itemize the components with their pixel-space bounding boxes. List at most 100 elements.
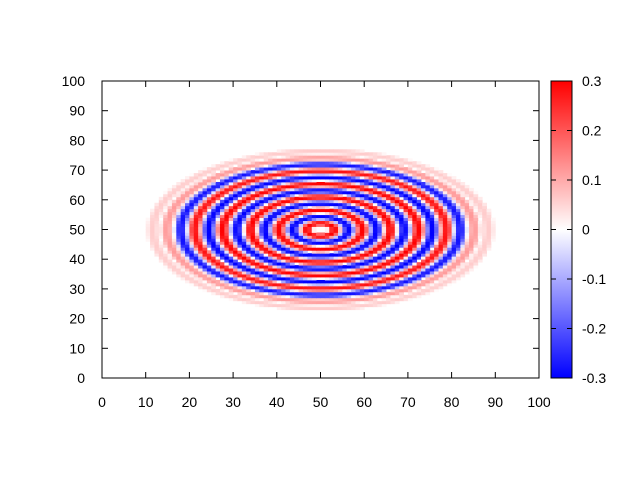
heatmap-cell: [215, 164, 221, 168]
heatmap-cell: [289, 294, 295, 299]
heatmap-cell: [311, 297, 317, 302]
heatmap-cell: [268, 199, 273, 204]
heatmap-cell: [272, 179, 278, 183]
heatmap-cell: [342, 214, 348, 219]
heatmap-cell: [316, 288, 321, 293]
heatmap-cell: [394, 241, 400, 245]
heatmap-cell: [307, 241, 313, 245]
heatmap-cell: [219, 282, 225, 287]
heatmap-cell: [416, 202, 422, 207]
heatmap-cell: [442, 196, 448, 201]
heatmap-cell: [464, 244, 470, 248]
heatmap-cell: [316, 176, 321, 180]
heatmap-cell: [412, 173, 418, 177]
heatmap-cell: [359, 259, 365, 263]
heatmap-cell: [372, 214, 378, 219]
heatmap-cell: [233, 250, 238, 254]
heatmap-cell: [272, 232, 278, 236]
heatmap-cell: [342, 306, 348, 311]
heatmap-cell: [455, 184, 461, 189]
heatmap-cell: [268, 256, 273, 260]
heatmap-cell: [307, 244, 313, 248]
heatmap-cell: [333, 238, 339, 242]
heatmap-cell: [189, 262, 195, 266]
heatmap-cell: [158, 229, 164, 233]
heatmap-cell: [285, 250, 291, 254]
heatmap-cell: [163, 211, 168, 216]
heatmap-cell: [233, 214, 238, 219]
heatmap-cell: [307, 271, 313, 275]
heatmap-cell: [329, 268, 335, 272]
heatmap-cell: [250, 247, 256, 251]
heatmap-cell: [451, 176, 457, 180]
heatmap-cell: [421, 196, 426, 201]
heatmap-cell: [268, 164, 273, 168]
heatmap-cell: [490, 232, 496, 236]
heatmap-cell: [158, 259, 164, 263]
heatmap-cell: [464, 205, 470, 210]
heatmap-cell: [324, 232, 330, 236]
heatmap-cell: [180, 253, 186, 257]
heatmap-cell: [237, 262, 243, 266]
heatmap-cell: [289, 149, 295, 153]
heatmap-cell: [250, 217, 256, 221]
heatmap-cell: [298, 262, 304, 266]
heatmap-cell: [412, 274, 418, 278]
heatmap-cell: [289, 184, 295, 189]
heatmap-cell: [355, 244, 361, 248]
heatmap-cell: [233, 253, 238, 257]
heatmap-cell: [289, 274, 295, 278]
heatmap-cell: [237, 244, 243, 248]
heatmap-cell: [303, 176, 308, 180]
heatmap-cell: [307, 226, 313, 230]
heatmap-cell: [381, 170, 387, 174]
heatmap-cell: [167, 223, 173, 227]
heatmap-cell: [351, 187, 356, 192]
heatmap-cell: [180, 211, 186, 216]
heatmap-cell: [298, 297, 304, 302]
heatmap-cell: [311, 241, 317, 245]
heatmap-cell: [368, 268, 374, 272]
heatmap-cell: [403, 241, 409, 245]
heatmap-cell: [451, 279, 457, 284]
heatmap-cell: [364, 274, 369, 278]
heatmap-cell: [180, 217, 186, 221]
heatmap-cell: [241, 291, 247, 296]
heatmap-cell: [381, 282, 387, 287]
heatmap-cell: [211, 202, 217, 207]
heatmap-cell: [364, 265, 369, 269]
heatmap-cell: [202, 259, 208, 263]
heatmap-cell: [429, 214, 435, 219]
heatmap-cell: [268, 303, 273, 308]
heatmap-cell: [311, 288, 317, 293]
heatmap-cell: [329, 279, 335, 284]
heatmap-cell: [346, 279, 352, 284]
heatmap-cell: [303, 274, 308, 278]
heatmap-cell: [390, 294, 396, 299]
heatmap-cell: [464, 220, 470, 224]
heatmap-cell: [167, 196, 173, 201]
heatmap-cell: [324, 274, 330, 278]
heatmap-cell: [268, 226, 273, 230]
heatmap-cell: [303, 303, 308, 308]
heatmap-cell: [434, 282, 439, 287]
heatmap-cell: [276, 274, 282, 278]
heatmap-cell: [316, 202, 321, 207]
heatmap-cell: [337, 253, 343, 257]
heatmap-cell: [171, 223, 177, 227]
heatmap-cell: [442, 235, 448, 239]
heatmap-cell: [394, 199, 400, 204]
heatmap-cell: [272, 247, 278, 251]
heatmap-cell: [198, 238, 203, 242]
heatmap-cell: [403, 161, 409, 165]
heatmap-cell: [289, 223, 295, 227]
heatmap-cell: [254, 244, 260, 248]
heatmap-cell: [403, 176, 409, 180]
heatmap-cell: [237, 167, 243, 171]
heatmap-cell: [303, 202, 308, 207]
heatmap-cell: [377, 220, 383, 224]
heatmap-cell: [355, 279, 361, 284]
heatmap-cell: [377, 288, 383, 293]
heatmap-cell: [202, 268, 208, 272]
